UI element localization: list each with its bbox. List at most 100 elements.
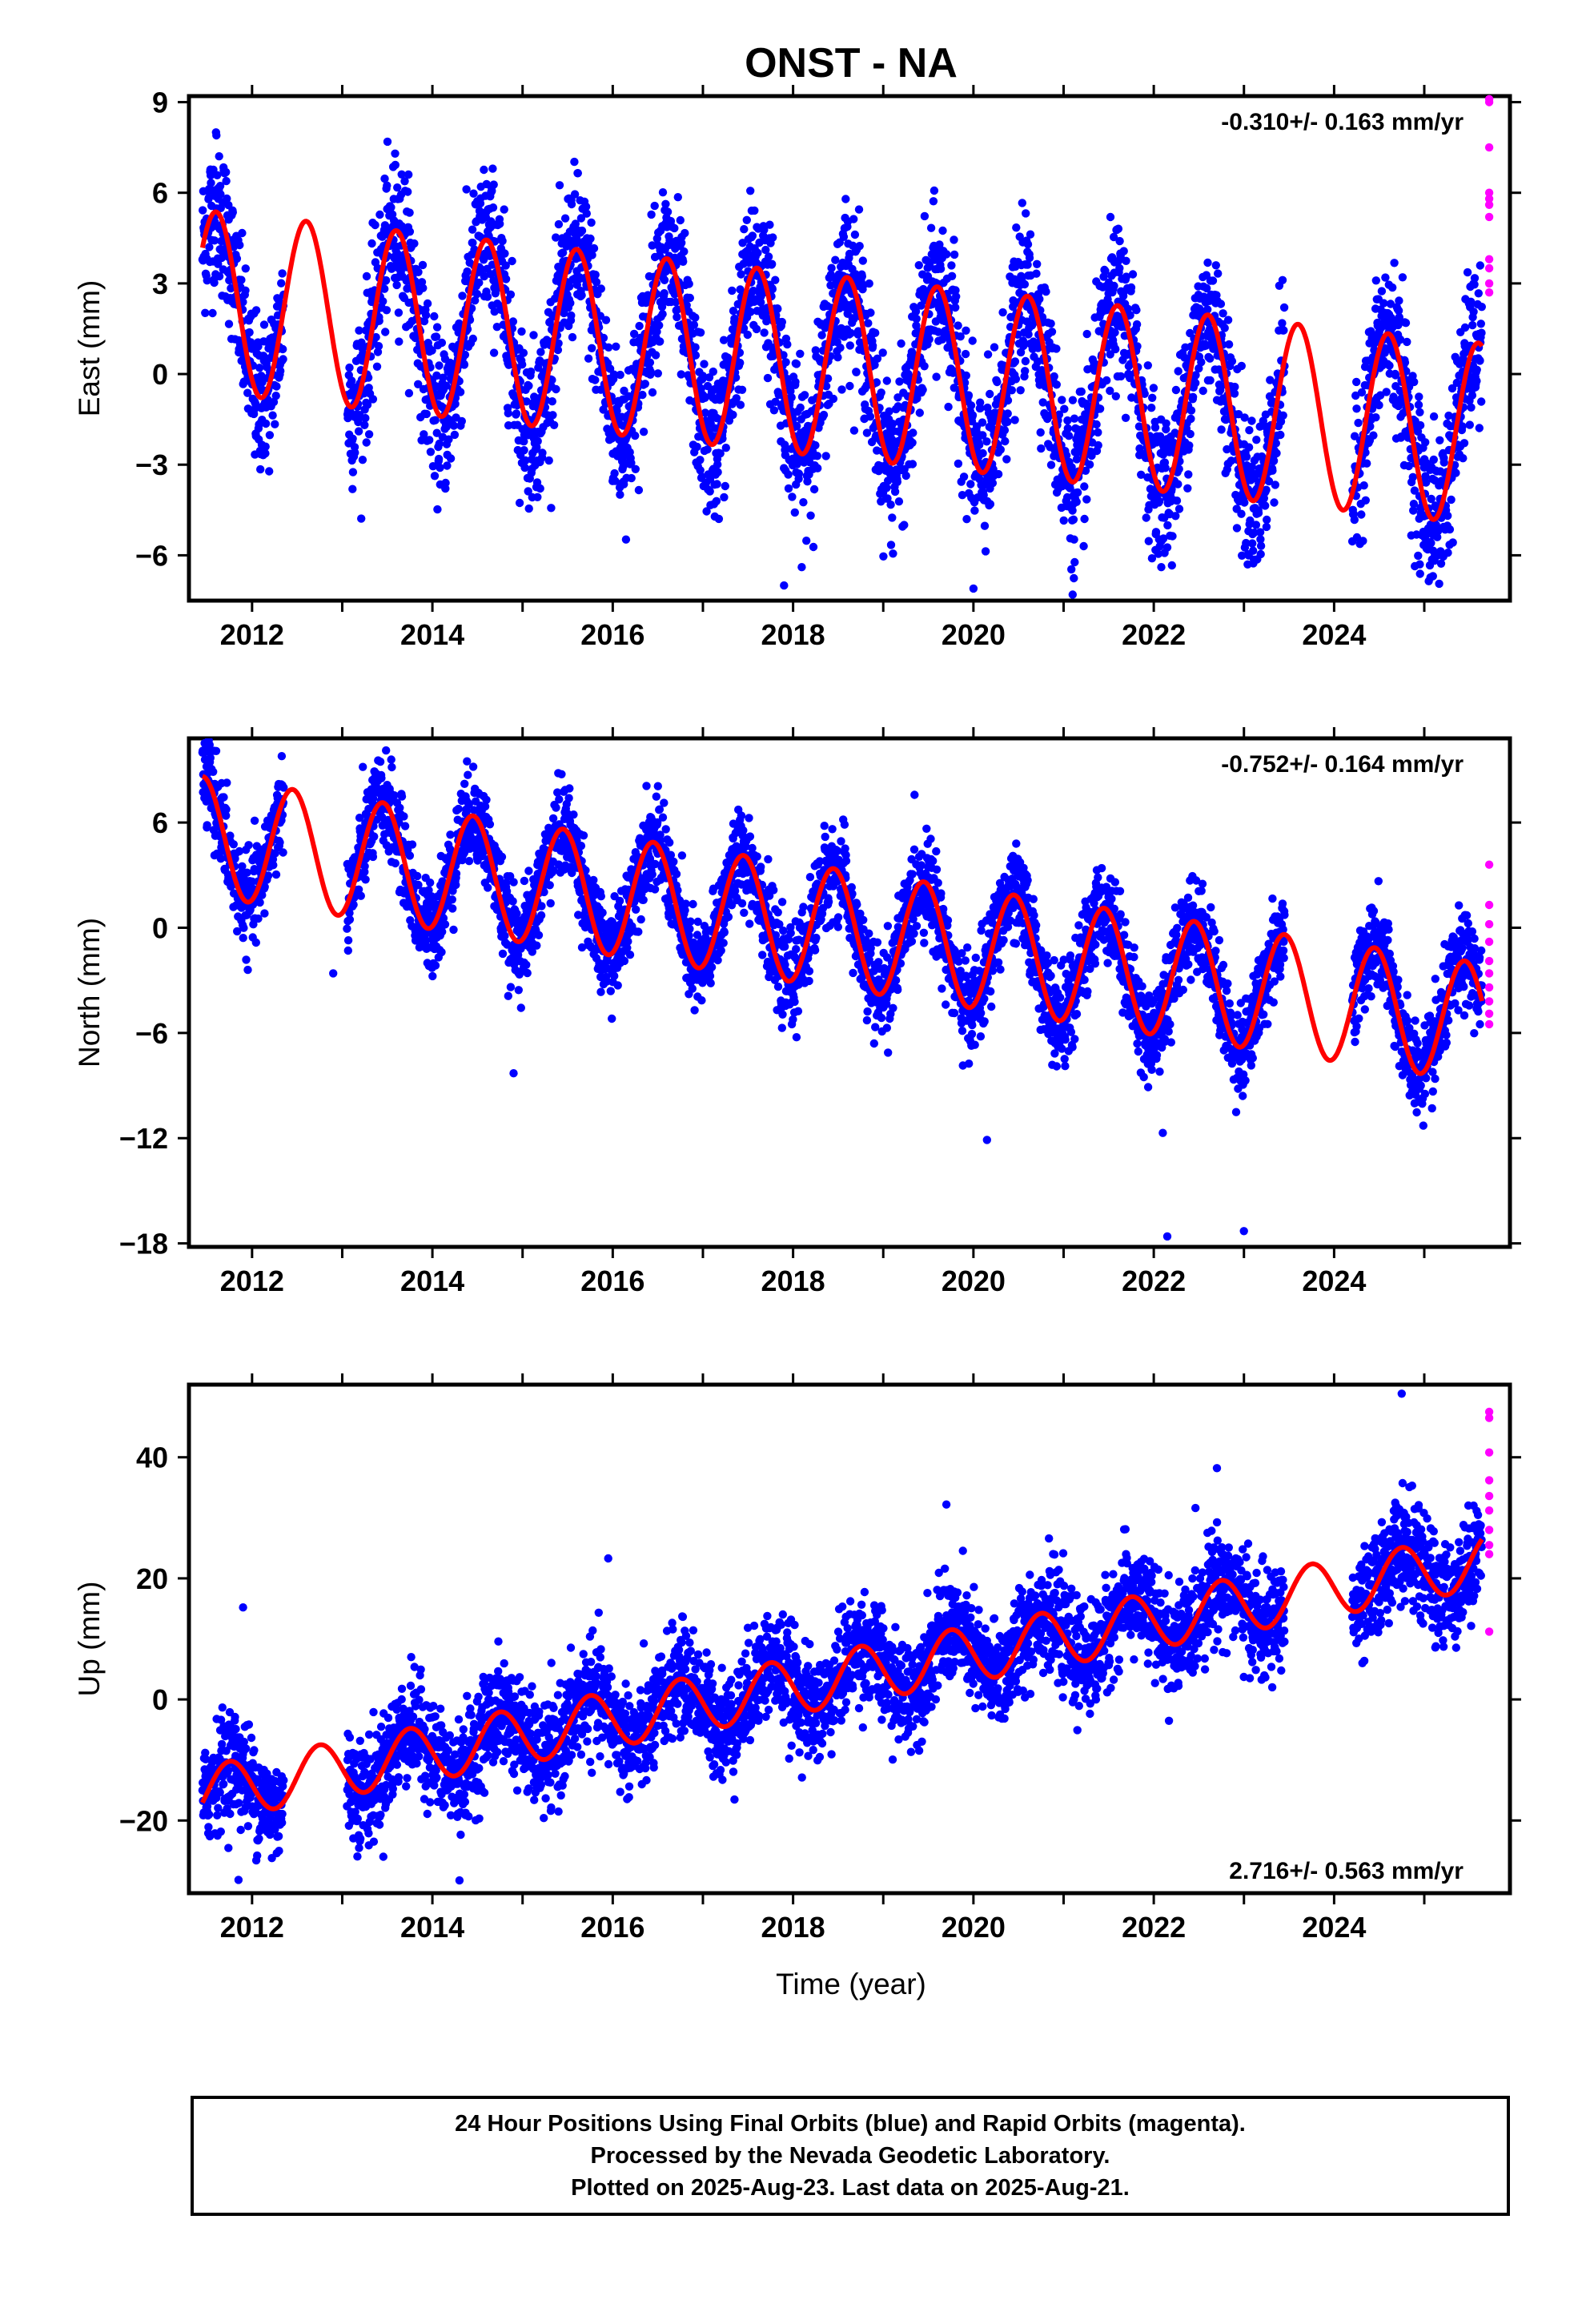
- final-orbit-point: [568, 332, 577, 342]
- final-orbit-point: [1409, 500, 1419, 509]
- east-final-orbit-points: [198, 128, 1487, 599]
- final-orbit-point: [259, 320, 269, 329]
- final-orbit-point: [841, 195, 850, 203]
- final-orbit-point: [1352, 377, 1361, 387]
- final-orbit-point: [278, 269, 287, 278]
- final-orbit-point: [387, 755, 396, 764]
- final-orbit-point: [359, 762, 367, 771]
- final-orbit-point: [791, 377, 800, 387]
- final-orbit-point: [1279, 411, 1287, 420]
- final-orbit-point: [925, 335, 934, 344]
- final-orbit-point: [920, 211, 930, 221]
- x-tick-label: 2016: [580, 618, 644, 651]
- final-orbit-point: [1352, 404, 1361, 413]
- final-orbit-point: [1400, 358, 1410, 367]
- final-orbit-point: [1123, 304, 1133, 313]
- final-orbit-point: [1264, 476, 1274, 486]
- final-orbit-point: [573, 169, 582, 178]
- final-orbit-point: [773, 304, 782, 313]
- final-orbit-point: [1070, 414, 1079, 423]
- final-orbit-point: [441, 478, 450, 488]
- final-orbit-point: [489, 348, 499, 357]
- final-orbit-point: [547, 504, 556, 513]
- final-orbit-point: [647, 210, 656, 219]
- final-orbit-point: [1060, 404, 1069, 413]
- final-orbit-point: [243, 388, 252, 397]
- final-orbit-point: [1038, 366, 1046, 375]
- final-orbit-point: [522, 397, 531, 406]
- final-orbit-point: [764, 252, 773, 261]
- final-orbit-point: [269, 861, 278, 870]
- final-orbit-point: [886, 541, 896, 549]
- final-orbit-point: [592, 278, 601, 287]
- final-orbit-point: [1154, 497, 1164, 506]
- final-orbit-point: [279, 355, 287, 364]
- final-orbit-point: [1137, 470, 1146, 479]
- final-orbit-point: [679, 257, 688, 266]
- final-orbit-point: [1375, 400, 1383, 410]
- final-orbit-point: [524, 487, 532, 496]
- final-orbit-point: [621, 535, 631, 544]
- final-orbit-point: [806, 511, 815, 520]
- final-orbit-point: [1211, 261, 1221, 270]
- final-orbit-point: [364, 430, 374, 439]
- final-orbit-point: [872, 378, 881, 387]
- final-orbit-point: [501, 275, 511, 283]
- final-orbit-point: [206, 754, 215, 762]
- final-orbit-point: [1240, 498, 1249, 507]
- final-orbit-point: [1242, 452, 1251, 461]
- final-orbit-point: [587, 218, 596, 227]
- rapid-orbit-point: [1484, 288, 1494, 297]
- final-orbit-point: [631, 431, 640, 440]
- final-orbit-point: [1395, 312, 1404, 322]
- final-orbit-point: [567, 199, 576, 209]
- final-orbit-point: [904, 369, 913, 379]
- final-orbit-point: [1410, 486, 1419, 495]
- final-orbit-point: [1447, 384, 1457, 393]
- final-orbit-point: [1094, 428, 1102, 437]
- final-orbit-point: [850, 230, 860, 239]
- final-orbit-point: [1435, 579, 1443, 589]
- final-orbit-point: [255, 364, 264, 372]
- final-orbit-point: [998, 308, 1007, 317]
- final-orbit-point: [1126, 311, 1134, 320]
- final-orbit-point: [548, 397, 556, 406]
- final-orbit-point: [1067, 565, 1076, 574]
- chart-title: ONST - NA: [745, 40, 958, 86]
- final-orbit-point: [241, 264, 250, 273]
- final-orbit-point: [713, 480, 721, 489]
- final-orbit-point: [952, 292, 961, 301]
- final-orbit-point: [1427, 494, 1435, 504]
- final-orbit-point: [489, 180, 498, 189]
- final-orbit-point: [1214, 269, 1223, 278]
- final-orbit-point: [423, 299, 432, 308]
- final-orbit-point: [947, 271, 957, 280]
- final-orbit-point: [345, 363, 354, 372]
- final-orbit-point: [914, 261, 924, 270]
- final-orbit-point: [446, 830, 455, 839]
- final-orbit-point: [518, 360, 527, 369]
- final-orbit-point: [1377, 287, 1387, 296]
- final-orbit-point: [232, 254, 242, 263]
- final-orbit-point: [1389, 392, 1398, 401]
- final-orbit-point: [1352, 533, 1362, 542]
- y-tick-label: 6: [152, 177, 168, 210]
- final-orbit-point: [460, 360, 469, 369]
- final-orbit-point: [413, 871, 422, 881]
- final-orbit-point: [794, 469, 804, 478]
- final-orbit-point: [251, 938, 260, 947]
- final-orbit-point: [1133, 342, 1142, 351]
- final-orbit-point: [361, 413, 370, 423]
- final-orbit-point: [245, 328, 254, 337]
- final-orbit-point: [1151, 528, 1161, 537]
- final-orbit-point: [450, 430, 460, 440]
- final-orbit-point: [877, 388, 885, 397]
- final-orbit-point: [536, 348, 545, 356]
- final-orbit-point: [879, 552, 888, 561]
- final-orbit-point: [893, 393, 902, 402]
- final-orbit-point: [1003, 396, 1013, 405]
- final-orbit-point: [480, 271, 488, 281]
- final-orbit-point: [1394, 306, 1403, 316]
- final-orbit-point: [1068, 590, 1078, 599]
- final-orbit-point: [374, 342, 383, 351]
